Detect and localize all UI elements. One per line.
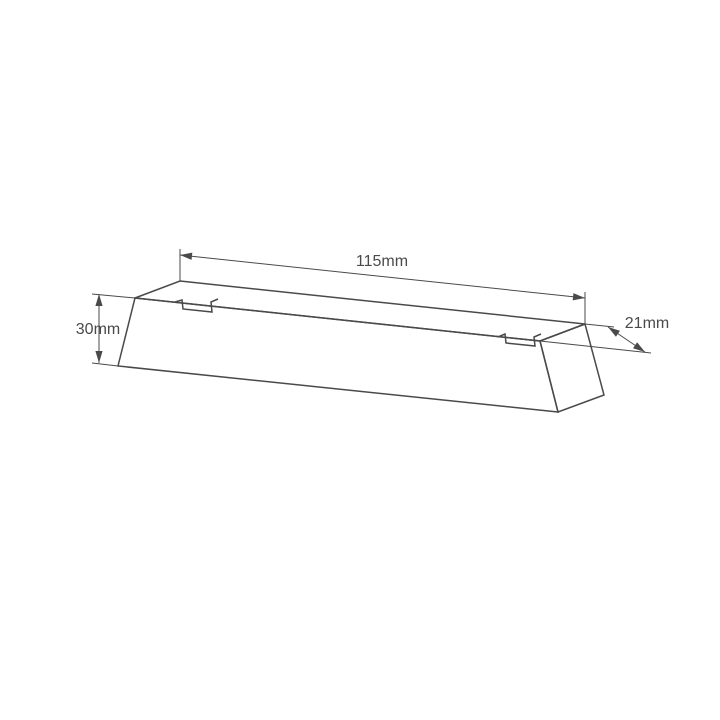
front-face — [118, 298, 558, 412]
notch-left — [175, 299, 218, 312]
technical-drawing: 115mm 21mm 30mm — [0, 0, 720, 720]
dim-depth-label: 21mm — [625, 315, 669, 332]
dim-height-label: 30mm — [76, 321, 120, 338]
side-face — [540, 324, 604, 412]
dim-width-label: 115mm — [356, 253, 408, 270]
dim-width: 115mm — [180, 249, 585, 324]
notch-right — [498, 334, 541, 346]
dim-height: 30mm — [76, 294, 135, 366]
